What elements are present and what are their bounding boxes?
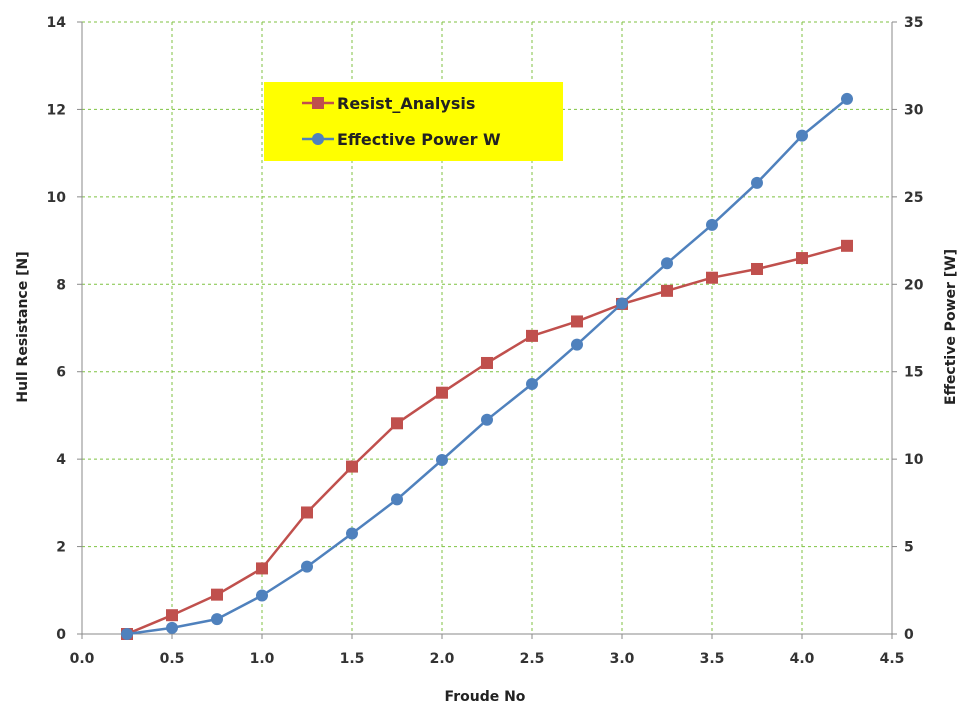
data-point [526,329,538,342]
series-layer [121,92,853,640]
x-tick-label: 2.5 [520,651,545,667]
axes [77,21,897,639]
data-point [436,454,448,467]
legend-label: Effective Power W [337,130,501,149]
legend-background [264,82,563,161]
data-point [661,257,673,270]
data-point [256,562,268,575]
series-1 [121,239,853,640]
y2-tick-label: 5 [904,540,914,556]
data-point [166,609,178,622]
data-point [301,560,313,573]
data-point [526,377,538,390]
x-axis-title: Froude No [445,689,526,705]
x-tick-label: 0.5 [160,651,185,667]
y-tick-label: 6 [56,365,66,381]
legend-item: Effective Power W [302,130,501,149]
data-point [436,386,448,399]
data-point [121,628,133,640]
x-tick-labels: 0.0 0.5 1.0 1.5 2.0 2.5 3.0 3.5 4.0 4.5 [70,651,905,667]
data-point [841,92,853,105]
data-point [841,239,853,252]
x-tick-label: 2.0 [430,651,455,667]
y-tick-label: 0 [56,627,66,643]
legend: Resist_Analysis Effective Power W [264,82,563,161]
y2-axis-title: Effective Power [W] [943,249,959,405]
x-tick-label: 0.0 [70,651,95,667]
y2-tick-labels: 0 5 10 15 20 25 30 35 [904,15,924,643]
data-point [166,621,178,634]
data-point [481,356,493,369]
x-tick-label: 3.0 [610,651,635,667]
y-tick-label: 2 [56,540,66,556]
y-tick-label: 8 [56,277,66,293]
x-tick-label: 3.5 [700,651,725,667]
data-point [751,176,763,189]
x-tick-label: 1.5 [340,651,365,667]
data-point [706,218,718,231]
data-point [571,315,583,328]
data-point [661,284,673,297]
legend-label: Resist_Analysis [337,94,475,113]
y-tick-label: 14 [47,15,67,31]
y2-tick-label: 30 [904,102,924,118]
data-point [571,338,583,351]
y-tick-label: 12 [47,102,66,118]
data-point [346,527,358,540]
data-point [796,129,808,142]
data-point [256,589,268,602]
data-point [346,460,358,473]
y2-tick-label: 15 [904,365,923,381]
data-point [391,417,403,430]
data-point [211,588,223,601]
x-tick-label: 1.0 [250,651,275,667]
y-tick-label: 10 [47,190,67,206]
legend-marker [312,133,324,145]
legend-item: Resist_Analysis [302,94,475,113]
y2-tick-label: 35 [904,15,923,31]
data-point [616,297,628,310]
y2-tick-label: 10 [904,452,924,468]
data-point [751,262,763,275]
data-point [391,493,403,506]
data-point [211,613,223,626]
series-2 [121,92,853,640]
y2-tick-label: 0 [904,627,914,643]
x-tick-label: 4.5 [880,651,905,667]
data-point [301,506,313,519]
y-tick-label: 4 [56,452,66,468]
data-point [481,413,493,426]
x-tick-label: 4.0 [790,651,815,667]
legend-marker [312,97,324,109]
data-point [796,252,808,265]
data-point [706,271,718,284]
y2-tick-label: 25 [904,190,923,206]
y-axis-title: Hull Resistance [N] [15,251,31,402]
y2-tick-label: 20 [904,277,924,293]
y-tick-labels: 0 2 4 6 8 10 12 14 [47,15,67,643]
